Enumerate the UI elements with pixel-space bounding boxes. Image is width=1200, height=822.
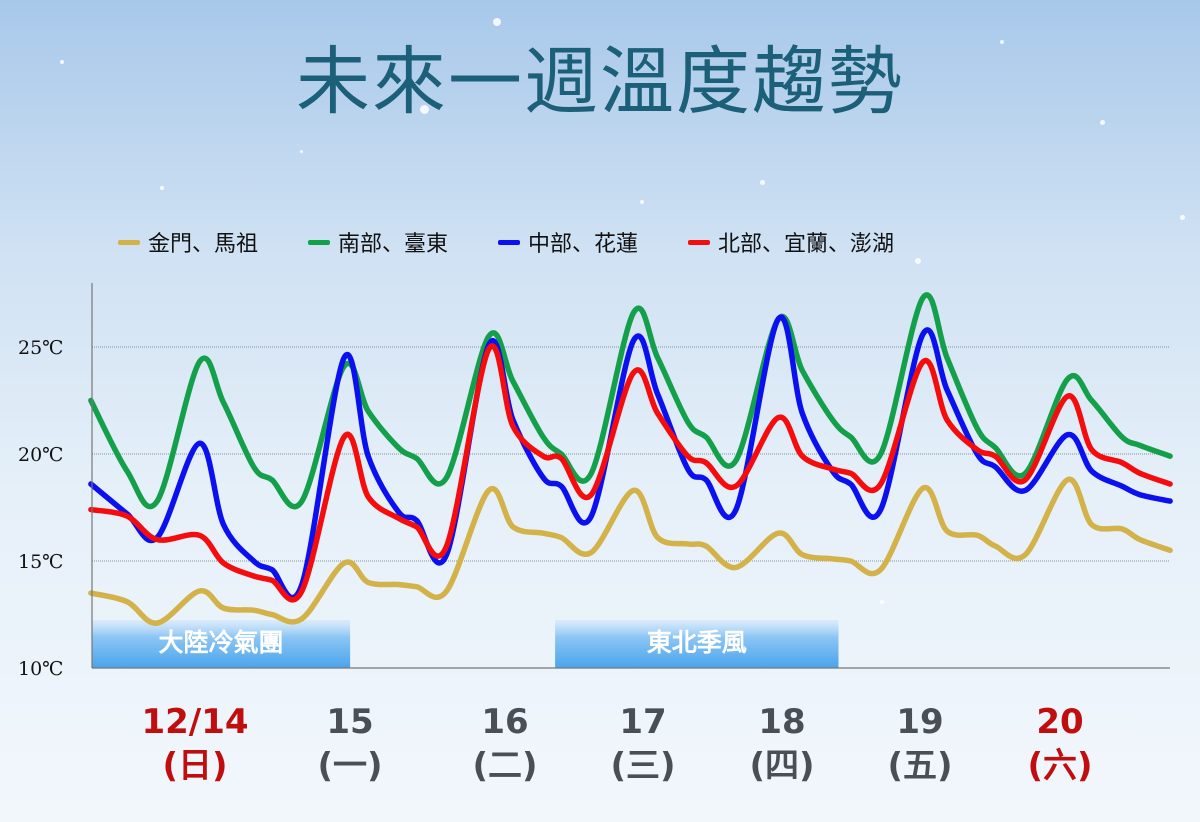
legend-swatch [688,239,711,245]
day-label: 16 (二) [435,700,575,788]
day-date: 17 [619,702,667,742]
legend-swatch [308,239,331,245]
day-date: 16 [481,702,529,742]
legend-label: 中部、花蓮 [528,232,639,257]
day-weekday: (五) [887,746,953,786]
legend: 金門、馬祖 南部、臺東 中部、花蓮 北部、宜蘭、澎湖 [118,226,894,258]
series-line-1 [88,292,1173,510]
legend-label: 北部、宜蘭、澎湖 [718,232,895,257]
day-label: 18 (四) [712,700,852,788]
annotation-label: 東北季風 [647,628,747,657]
chart-title: 未來一週溫度趨勢 [296,39,904,125]
annotation-label: 大陸冷氣團 [159,628,284,657]
day-weekday: (二) [472,746,538,786]
day-date: 12/14 [141,702,249,742]
legend-item-north-yilan-penghu: 北部、宜蘭、澎湖 [688,226,894,258]
y-tick-label: 25℃ [18,337,63,359]
day-weekday: (三) [610,746,676,786]
day-date: 20 [1036,702,1084,742]
legend-item-kinmen-matsu: 金門、馬祖 [118,226,258,258]
legend-swatch [118,239,140,245]
day-date: 15 [326,702,374,742]
legend-label: 南部、臺東 [338,232,449,257]
legend-item-central-hualien: 中部、花蓮 [498,226,638,258]
day-weekday: (六) [1027,746,1093,786]
day-date: 19 [896,702,944,742]
day-weekday: (日) [162,746,228,786]
annotation-band [92,620,351,668]
y-tick-label: 15℃ [18,551,63,573]
day-date: 18 [758,702,806,742]
y-tick-label: 20℃ [18,444,63,466]
day-label: 17 (三) [573,700,713,788]
series-line-3 [88,343,1173,603]
day-label: 12/14 (日) [125,700,265,788]
day-label: 20 (六) [990,700,1130,788]
legend-label: 金門、馬祖 [148,232,259,257]
annotation-band [555,620,839,668]
day-label: 19 (五) [850,700,990,788]
day-weekday: (一) [317,746,383,786]
day-weekday: (四) [749,746,815,786]
y-tick-label: 10℃ [18,658,63,680]
series-line-0 [88,476,1173,626]
day-label: 15 (一) [280,700,420,788]
legend-item-south-taitung: 南部、臺東 [308,226,448,258]
legend-swatch [498,239,521,245]
